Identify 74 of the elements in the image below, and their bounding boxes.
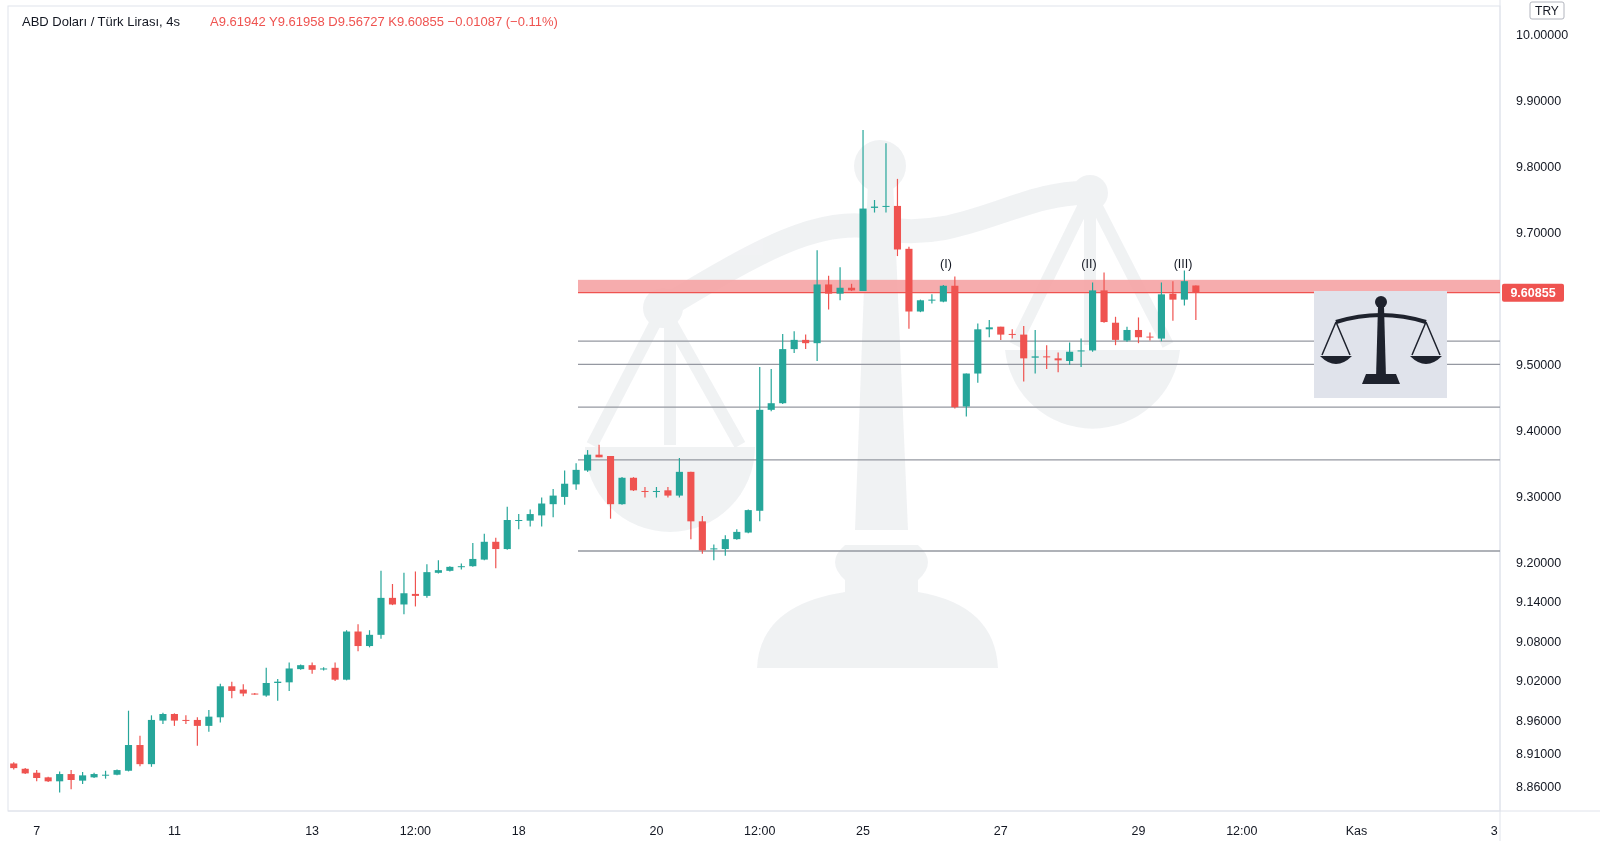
y-tick-label: 9.02000	[1516, 674, 1562, 689]
candlestick	[308, 661, 316, 675]
candlestick	[584, 449, 592, 473]
candlestick	[549, 488, 557, 518]
annotation: (III)	[1173, 257, 1193, 271]
y-tick-label: 9.90000	[1516, 93, 1562, 108]
candlestick	[928, 293, 936, 305]
x-tick-label: 27	[993, 824, 1008, 838]
candlestick	[721, 534, 729, 557]
candlestick	[262, 667, 270, 698]
ref-line-label: 9.60855	[1510, 286, 1556, 301]
candlestick	[469, 542, 477, 568]
candlestick	[354, 623, 362, 652]
candlestick	[882, 142, 890, 214]
x-tick-label: 12:00	[744, 824, 776, 838]
candlestick	[641, 486, 649, 499]
text: A9.61942 Y9.61958 D9.56727 K9.60855 −0.01087 (−0.11%)	[210, 14, 558, 29]
x-tick-label: 13	[305, 824, 320, 838]
candlestick	[56, 770, 64, 794]
candlestick	[1077, 337, 1085, 368]
candlestick	[67, 769, 75, 790]
candlestick	[1146, 332, 1154, 342]
candlestick	[1111, 316, 1120, 346]
candlestick	[480, 533, 488, 561]
y-tick-label: 9.30000	[1516, 489, 1562, 504]
candlestick	[331, 661, 339, 682]
candlestick	[492, 537, 500, 569]
y-tick-label: 8.86000	[1516, 779, 1562, 794]
candlestick	[193, 716, 201, 747]
x-tick-label: 12:00	[1226, 824, 1258, 838]
candlestick	[423, 563, 431, 599]
candlestick	[182, 714, 190, 725]
candlestick	[836, 266, 844, 301]
x-tick-label: 11	[167, 824, 181, 838]
candlestick	[561, 469, 569, 506]
candlestick	[1043, 344, 1051, 370]
x-tick-label: Kas	[1345, 824, 1368, 838]
y-tick-label: 9.08000	[1516, 634, 1562, 649]
x-tick-label: 18	[511, 824, 526, 838]
x-tick-label: 29	[1131, 824, 1146, 838]
annotation: (II)	[1081, 257, 1097, 271]
text: TRY	[1535, 4, 1559, 19]
candlestick	[1066, 341, 1074, 366]
x-tick-label: 7	[33, 824, 41, 838]
candlestick	[790, 330, 798, 354]
candlestick	[767, 368, 775, 412]
y-tick-label: 9.70000	[1516, 225, 1562, 240]
y-tick-label: 9.20000	[1516, 555, 1562, 570]
candlestick	[400, 572, 408, 615]
candlestick	[136, 735, 144, 767]
x-tick-label: 25	[856, 824, 871, 838]
candlestick	[538, 496, 546, 528]
y-tick-label: 8.91000	[1516, 746, 1562, 761]
annotation: (I)	[940, 257, 952, 271]
candlestick	[1054, 351, 1062, 373]
candlestick	[1180, 269, 1188, 307]
candlestick	[285, 661, 293, 692]
x-tick-label: 12:00	[399, 824, 432, 838]
text: ABD Doları / Türk Lirası, 4s	[22, 14, 181, 29]
y-tick-label: 9.80000	[1516, 159, 1562, 174]
candlestick	[572, 462, 580, 491]
x-tick-label: 20	[649, 824, 664, 838]
candlestick	[1134, 316, 1143, 344]
y-tick-label: 8.96000	[1516, 713, 1562, 728]
candlestick	[1020, 325, 1028, 383]
candlestick	[675, 457, 683, 499]
candlestick	[205, 709, 213, 733]
x-tick-label: 3	[1490, 824, 1498, 838]
y-tick-label: 9.40000	[1516, 423, 1562, 438]
y-tick-label: 9.50000	[1516, 357, 1562, 372]
candlestick	[411, 570, 419, 608]
y-tick-label: 10.00000	[1516, 27, 1569, 42]
y-tick-label: 9.14000	[1516, 595, 1562, 610]
candlestick	[1031, 329, 1039, 375]
